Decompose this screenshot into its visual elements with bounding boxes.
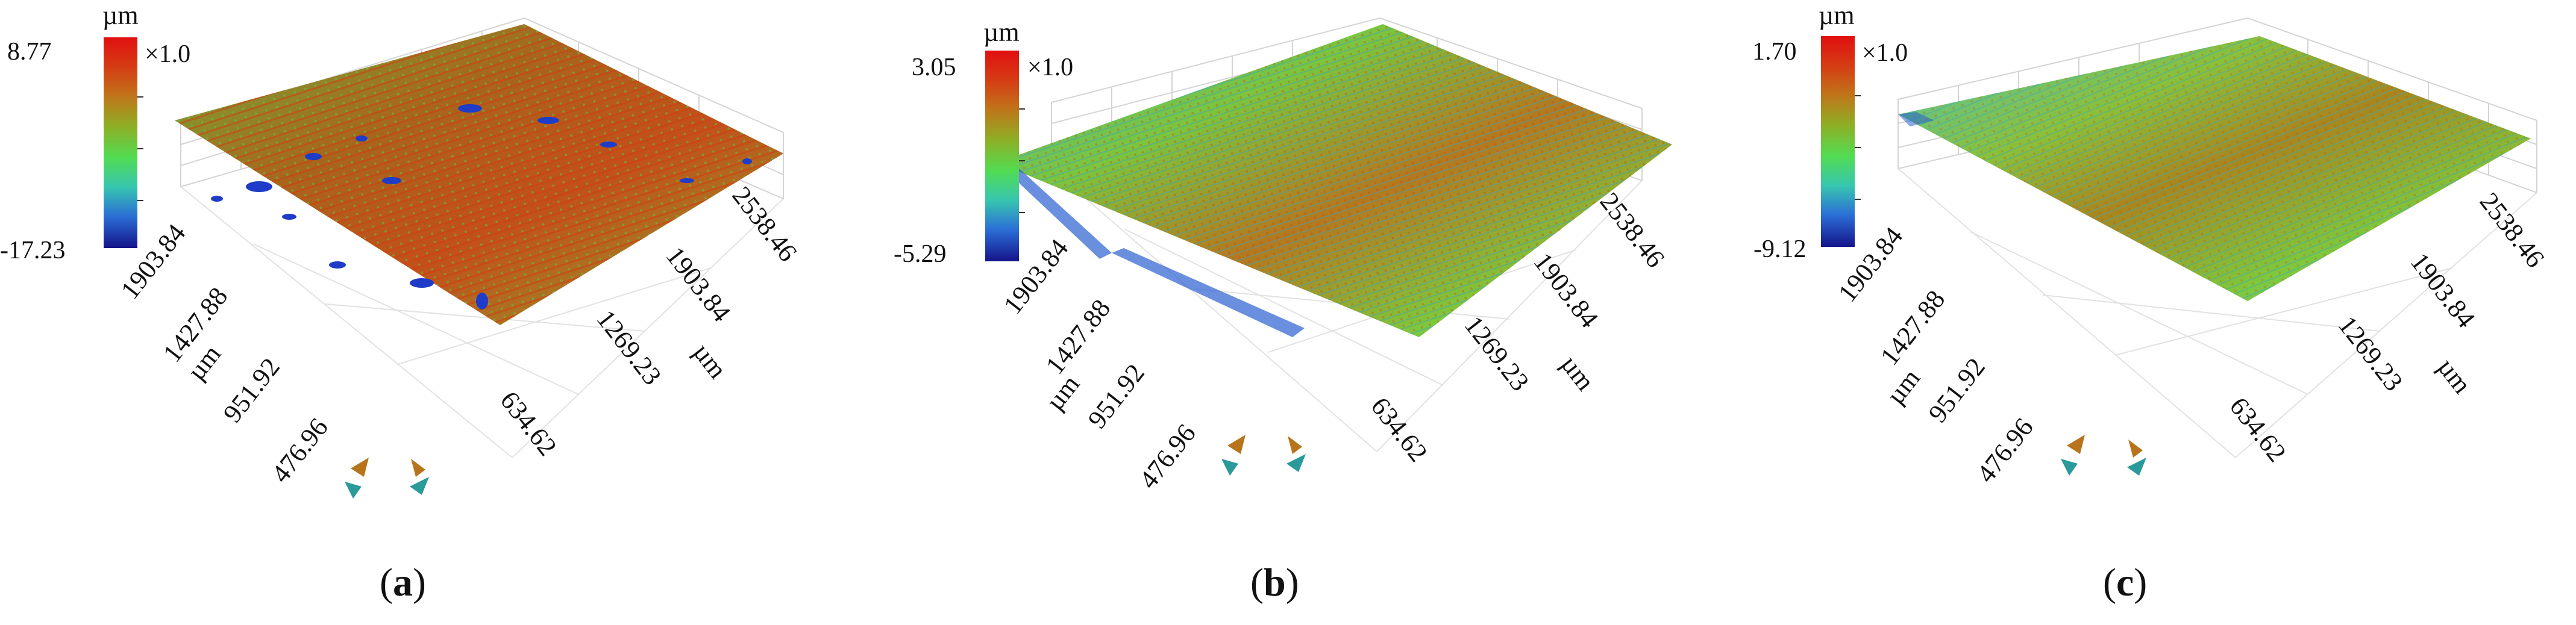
panel-caption-c: (c) [2103,561,2148,605]
colorbar-tick [1855,95,1861,96]
surface-edges-c [1898,112,1934,126]
colorbar-max-value: 3.05 [912,54,956,81]
colorbar-max-value: 8.77 [7,38,52,66]
color-scale-bar [104,37,137,248]
floor-grid-a [180,186,784,458]
colorbar-multiplier: ×1.0 [1027,54,1074,81]
colorbar-max-value: 1.70 [1752,38,1797,66]
colorbar-multiplier: ×1.0 [1862,39,1908,67]
surface-panel-b: µm 3.05 ×1.0 -5.29 1903.84 1427.88 µm 95… [859,0,1717,625]
surface-defects-a [211,104,752,309]
view-orientation-icon [345,458,429,499]
colorbar-min-value: -9.12 [1753,235,1807,263]
colorbar-tick [1855,147,1861,148]
surface-3d-plot-b [997,17,1672,476]
colorbar-tick [1019,160,1025,161]
colorbar-unit-label: µm [1819,1,1855,30]
colorbar-min-value: -17.23 [0,237,66,264]
colorbar-unit-label: µm [983,17,1020,47]
colorbar-tick [137,200,143,201]
colorbar-tick [1855,199,1861,200]
floor-grid-c [1898,168,2537,458]
surface-panel-c: µm 1.70 ×1.0 -9.12 1903.84 1427.88 µm 95… [1717,0,2576,625]
color-scale-bar [985,51,1019,261]
surface-3d-plot-c [1898,17,2537,476]
view-orientation-icon [2061,435,2146,476]
view-orientation-icon [1221,435,1306,476]
panel-caption-b: (b) [1250,561,1299,605]
colorbar-tick [137,96,143,98]
surface-panel-a: µm 8.77 ×1.0 -17.23 1903.84 1427.88 µm 9… [0,0,859,625]
colorbar-multiplier: ×1.0 [145,40,191,68]
color-scale-bar [1821,36,1855,247]
surface-edges-b [997,160,1305,337]
colorbar-tick [1019,212,1025,213]
colorbar-min-value: -5.29 [894,240,947,268]
colorbar-tick [1019,108,1025,110]
panel-caption-a: (a) [380,561,426,605]
surface-3d-plot-a [175,17,784,499]
colorbar-unit-label: µm [102,1,139,30]
colorbar-tick [137,148,143,149]
